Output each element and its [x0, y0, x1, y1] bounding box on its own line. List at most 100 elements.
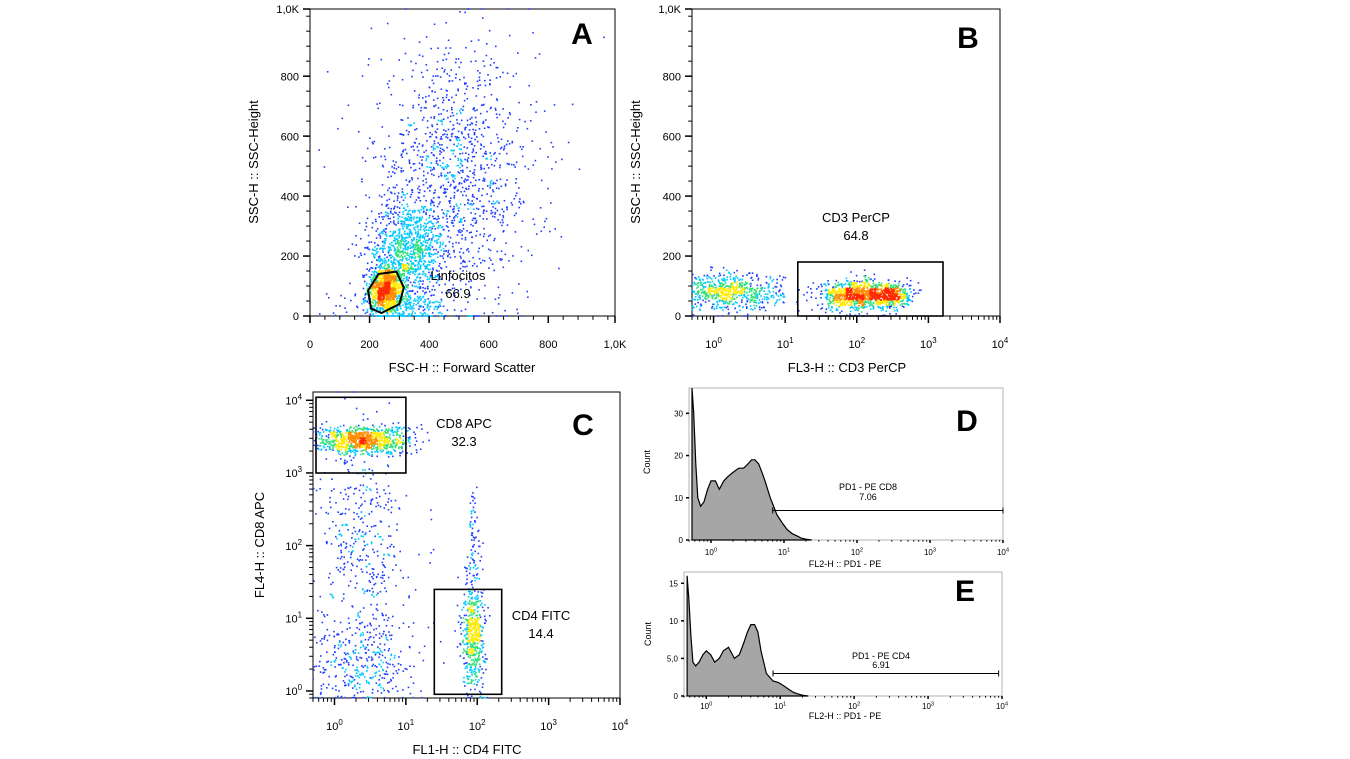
scatter-point: [442, 305, 445, 308]
scatter-point: [772, 294, 774, 297]
scatter-point: [377, 266, 379, 269]
scatter-point: [887, 301, 889, 304]
scatter-point: [531, 140, 534, 142]
scatter-point: [423, 272, 425, 275]
scatter-point: [413, 248, 415, 251]
scatter-point: [478, 315, 480, 317]
scatter-point: [702, 285, 704, 287]
scatter-point: [396, 246, 399, 249]
scatter-point: [392, 232, 394, 235]
scatter-point: [376, 294, 378, 297]
scatter-point: [385, 275, 388, 278]
scatter-point: [417, 262, 420, 264]
scatter-point: [419, 285, 422, 288]
scatter-point: [402, 253, 404, 255]
scatter-point: [392, 282, 395, 285]
scatter-point: [405, 248, 407, 250]
scatter-point: [420, 106, 423, 109]
scatter-point: [391, 267, 393, 270]
scatter-point: [511, 141, 513, 144]
scatter-point: [419, 189, 421, 191]
scatter-point: [433, 140, 436, 142]
scatter-point: [408, 161, 411, 163]
scatter-point: [498, 202, 500, 204]
scatter-point: [722, 300, 724, 303]
scatter-point: [735, 293, 737, 296]
scatter-point: [460, 131, 463, 133]
scatter-point: [386, 256, 388, 259]
scatter-point: [844, 303, 847, 306]
scatter-point: [738, 290, 740, 293]
scatter-point: [521, 148, 523, 151]
scatter-point: [405, 224, 407, 226]
scatter-point: [875, 301, 877, 303]
scatter-point: [483, 233, 486, 235]
scatter-point: [487, 126, 489, 128]
scatter-point: [853, 288, 855, 291]
scatter-point: [443, 53, 446, 56]
scatter-point: [361, 180, 363, 183]
scatter-point: [490, 212, 492, 215]
scatter-point: [888, 282, 890, 285]
scatter-point: [337, 127, 339, 130]
scatter-point: [405, 129, 408, 132]
scatter-point: [460, 108, 462, 110]
scatter-point: [425, 149, 427, 152]
scatter-point: [539, 207, 542, 209]
scatter-point: [821, 285, 823, 288]
scatter-point: [406, 254, 409, 256]
scatter-point: [392, 75, 395, 77]
scatter-point: [457, 136, 460, 139]
scatter-point: [429, 249, 431, 251]
scatter-point: [409, 228, 411, 231]
scatter-point: [397, 220, 400, 222]
scatter-point: [455, 241, 457, 244]
scatter-point: [465, 283, 467, 286]
scatter-point: [432, 197, 435, 199]
scatter-point: [407, 270, 409, 273]
scatter-point: [727, 302, 729, 305]
scatter-point: [405, 244, 407, 247]
scatter-point: [366, 308, 369, 311]
scatter-point: [502, 120, 504, 123]
scatter-point: [407, 313, 410, 316]
scatter-point: [843, 301, 846, 303]
scatter-point: [460, 310, 463, 312]
scatter-point: [412, 104, 415, 107]
scatter-point: [442, 134, 444, 136]
scatter-point: [418, 191, 421, 194]
scatter-point: [399, 315, 402, 317]
scatter-point: [401, 286, 403, 289]
scatter-point: [473, 145, 476, 147]
scatter-point: [388, 265, 390, 267]
scatter-point: [698, 296, 700, 298]
scatter-point: [395, 315, 397, 317]
scatter-point: [862, 290, 864, 293]
scatter-point: [844, 304, 846, 306]
scatter-point: [495, 315, 498, 317]
scatter-point: [888, 302, 891, 304]
scatter-point: [433, 217, 435, 220]
scatter-point: [390, 290, 392, 292]
scatter-point: [419, 299, 422, 301]
scatter-point: [419, 273, 421, 275]
scatter-point: [412, 253, 414, 255]
scatter-point: [395, 266, 398, 269]
scatter-point: [386, 289, 388, 291]
scatter-point: [404, 294, 407, 297]
scatter-point: [698, 278, 701, 281]
scatter-point: [459, 166, 461, 169]
scatter-point: [866, 297, 868, 300]
scatter-point: [473, 196, 475, 198]
scatter-point: [489, 186, 491, 189]
scatter-point: [483, 65, 486, 67]
scatter-point: [373, 307, 375, 310]
scatter-point: [401, 264, 403, 266]
scatter-point: [383, 244, 385, 247]
scatter-point: [364, 160, 367, 162]
scatter-point: [429, 247, 432, 250]
scatter-point: [534, 57, 537, 59]
scatter-point: [702, 282, 705, 284]
scatter-point: [460, 182, 463, 185]
scatter-point: [424, 292, 426, 294]
